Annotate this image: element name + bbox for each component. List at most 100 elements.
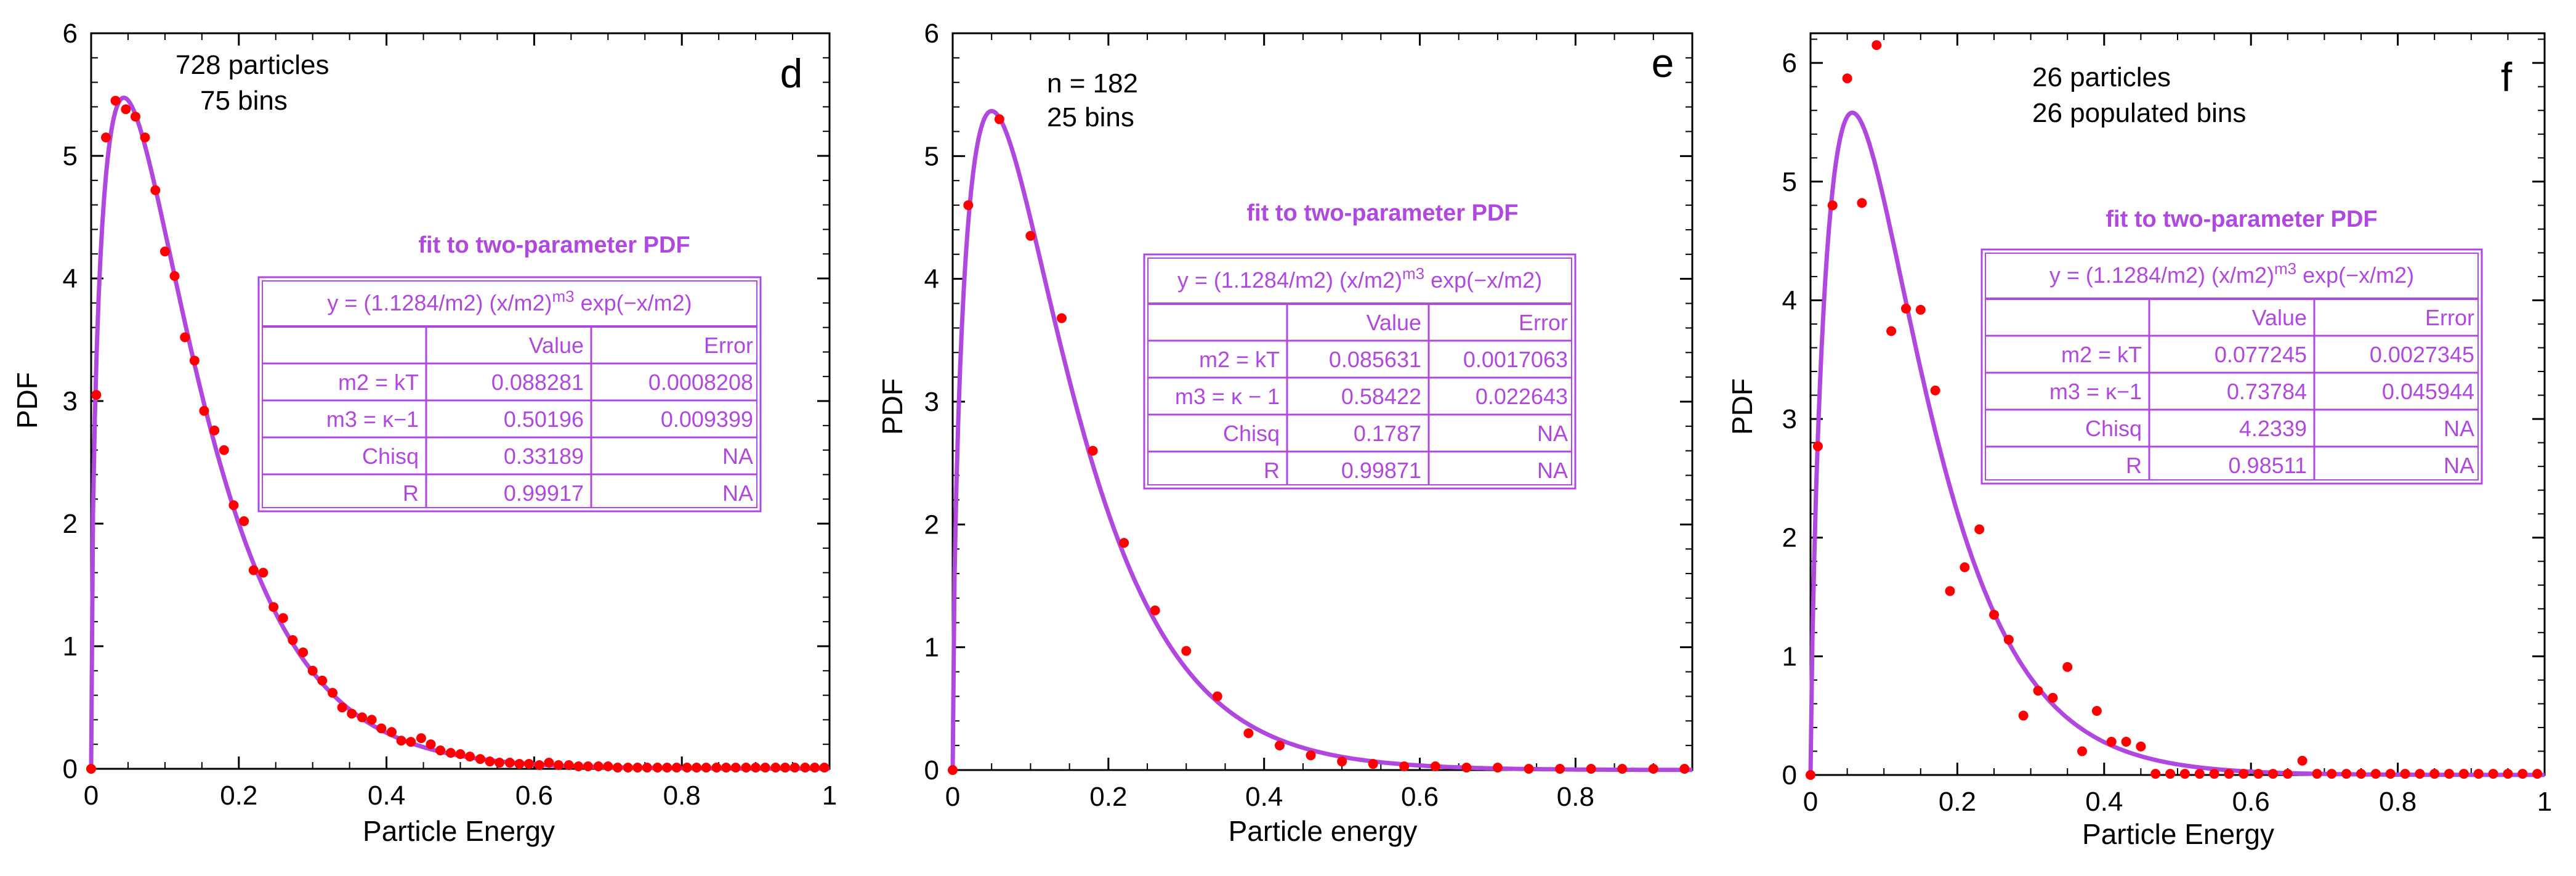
table-cell: m3 = κ−1 — [2049, 379, 2142, 404]
table-cell: 0.077245 — [2215, 342, 2307, 367]
y-tick-label: 5 — [1782, 167, 1797, 197]
y-axis-label: PDF — [11, 372, 43, 429]
data-point — [2136, 741, 2146, 752]
y-tick-label: 3 — [924, 387, 939, 417]
data-point — [603, 761, 613, 772]
data-point — [366, 715, 377, 725]
data-point — [209, 425, 220, 436]
fit-results-table: y = (1.1284/m2) (x/m2)m3 exp(−x/m2) Value… — [257, 276, 762, 513]
data-point — [1492, 763, 1503, 773]
chart-panel-f: 0 1 2 3 4 5 6 0 0.2 0.4 0.6 0.8 1 Particle Energy PDF f… — [1726, 32, 2552, 850]
data-point — [2121, 737, 2131, 747]
x-axis-label: Particle Energy — [2082, 818, 2274, 850]
data-point — [86, 764, 96, 774]
data-point — [534, 760, 544, 771]
table-cell: 0.50196 — [504, 407, 584, 432]
data-point — [1243, 728, 1254, 739]
data-point — [2356, 769, 2366, 779]
data-point — [445, 748, 456, 758]
data-point — [288, 635, 298, 646]
table-header-cell: Value — [529, 333, 584, 358]
data-point — [2341, 769, 2352, 779]
y-tick-label: 3 — [63, 386, 78, 416]
data-point — [1812, 441, 1823, 452]
fit-results-table: y = (1.1284/m2) (x/m2)m3 exp(−x/m2) Value… — [1980, 248, 2483, 485]
table-inner-border — [1147, 258, 1572, 485]
data-point — [269, 602, 279, 612]
data-point — [91, 390, 102, 400]
data-point — [1306, 750, 1316, 761]
table-cell: 0.045944 — [2382, 379, 2474, 404]
data-point — [258, 567, 269, 578]
table-cell: m2 = kT — [338, 370, 419, 395]
data-point — [1088, 445, 1098, 456]
data-point — [416, 733, 426, 744]
table-cell: NA — [722, 481, 753, 506]
data-point — [1960, 562, 1970, 572]
data-point — [1617, 764, 1628, 774]
data-point — [632, 763, 643, 773]
data-point — [642, 763, 652, 773]
table-header-cell: Value — [2252, 305, 2307, 330]
data-point — [1524, 764, 1534, 774]
data-point — [2458, 769, 2469, 779]
data-point — [485, 756, 495, 767]
equation-text-tail: exp(−x/m2) — [2296, 262, 2414, 288]
data-point — [2077, 746, 2088, 756]
data-point — [2179, 769, 2190, 779]
y-tick-label: 0 — [1782, 760, 1797, 790]
data-point — [1679, 764, 1690, 774]
table-cell: Chisq — [1223, 421, 1280, 446]
data-point — [1555, 764, 1565, 774]
data-point — [2018, 710, 2029, 721]
table-cell: NA — [722, 444, 753, 469]
data-point — [623, 763, 633, 773]
data-point — [2385, 769, 2396, 779]
x-tick-label: 0.4 — [2085, 787, 2123, 817]
y-tick-label: 1 — [924, 633, 939, 663]
table-cell: m2 = kT — [1199, 347, 1280, 372]
data-point — [810, 763, 820, 773]
table-border — [1143, 253, 1577, 490]
table-cell: R — [1264, 458, 1280, 483]
data-point — [1430, 761, 1440, 772]
annotation-line-2: 25 bins — [1047, 102, 1134, 132]
data-point — [2488, 769, 2498, 779]
data-point — [2473, 769, 2484, 779]
table-cell: R — [2126, 453, 2142, 478]
data-point — [662, 763, 672, 773]
data-point — [1056, 313, 1067, 323]
data-point — [298, 647, 309, 657]
data-point — [2267, 769, 2278, 779]
data-point — [426, 739, 436, 750]
data-point — [435, 745, 446, 756]
data-point — [1212, 691, 1222, 702]
data-point — [553, 760, 563, 771]
data-point — [741, 763, 751, 773]
data-point — [800, 763, 810, 773]
table-cell: 0.73784 — [2227, 379, 2307, 404]
data-point — [573, 761, 584, 772]
y-tick-label: 0 — [63, 754, 78, 784]
data-point — [199, 405, 209, 416]
data-point — [948, 765, 958, 775]
table-cell: 0.0017063 — [1463, 347, 1568, 372]
data-point — [1989, 609, 1999, 620]
table-cell: NA — [1537, 421, 1568, 446]
data-point — [2253, 769, 2264, 779]
data-point — [228, 500, 239, 511]
annotation-line-1: n = 182 — [1047, 68, 1138, 99]
data-point — [140, 132, 150, 143]
table-cell: m3 = κ−1 — [326, 407, 419, 432]
data-point — [219, 445, 229, 455]
data-point — [671, 763, 682, 773]
data-point — [652, 763, 663, 773]
data-point — [1871, 40, 1882, 51]
data-point — [2429, 769, 2440, 779]
data-point — [465, 752, 475, 762]
y-tick-label: 0 — [924, 755, 939, 785]
data-point — [721, 763, 732, 773]
data-point — [337, 702, 347, 713]
y-axis-label: PDF — [1726, 378, 1758, 435]
